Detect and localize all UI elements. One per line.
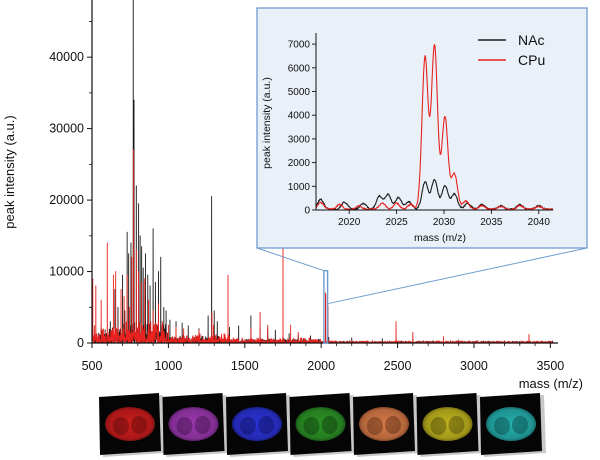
tissue-section: [105, 407, 155, 441]
legend-label-cpu: CPu: [518, 52, 545, 68]
zoom-connector-left: [256, 247, 325, 272]
main-y-tick-label: 40000: [49, 50, 84, 64]
inset-y-tick-label: 5000: [288, 87, 311, 98]
tissue-section: [359, 407, 409, 441]
tissue-image-strip: [99, 393, 546, 457]
main-x-tick-label: 2000: [307, 359, 335, 373]
tissue-image-orange: [353, 393, 419, 457]
inset-y-tick-label: 7000: [288, 40, 311, 51]
tissue-region-right: [131, 416, 147, 434]
main-y-tick-label: 10000: [49, 265, 84, 279]
inset-x-tick-label: 2020: [338, 217, 361, 228]
tissue-section: [295, 407, 346, 441]
tissue-region-left: [303, 417, 320, 435]
inset-y-tick-label: 0: [304, 206, 310, 217]
main-x-tick-label: 1500: [231, 359, 259, 373]
inset-x-tick-label: 2025: [385, 217, 408, 228]
tissue-image-yellow: [416, 393, 483, 457]
tissue-section: [168, 407, 219, 441]
inset-y-tick-label: 3000: [288, 134, 311, 145]
inset-x-axis-title: mass (m/z): [414, 232, 466, 244]
inset-y-axis-title: peak intensity (a.u.): [261, 77, 273, 169]
inset-axes: [315, 33, 553, 211]
zoom-box: [323, 269, 329, 344]
zoom-connector: [256, 247, 588, 344]
tissue-region-right: [321, 416, 338, 434]
legend-label-nac: NAc: [518, 32, 544, 48]
zoom-connector-right: [327, 247, 588, 305]
main-x-tick-label: 1000: [154, 359, 182, 373]
main-y-tick-label: 0: [77, 336, 84, 350]
tissue-image-cyan: [480, 393, 546, 457]
main-y-tick-label: 20000: [49, 193, 84, 207]
tissue-region-left: [240, 417, 256, 435]
main-tick-labels: 500 1000 1500 2000 2500 3000 35000100002000030…: [49, 50, 564, 373]
main-y-tick-label: 30000: [49, 122, 84, 136]
inset-series-cpu-line: [315, 44, 554, 211]
tissue-region-right: [512, 416, 528, 434]
main-x-tick-label: 3500: [536, 359, 564, 373]
inset-y-tick-label: 6000: [288, 63, 311, 74]
tissue-region-right: [385, 416, 401, 434]
inset-spectrum-chart: 2020 2025 2030 2035 2040 0 1000 2000 3000 4000 500…: [256, 7, 588, 249]
tissue-region-left: [176, 417, 193, 435]
inset-series-lines: [315, 44, 554, 211]
inset-x-tick-label: 2040: [528, 217, 551, 228]
tissue-region-left: [113, 417, 129, 435]
main-x-axis-title: mass (m/z): [519, 376, 583, 391]
main-y-axis-title: peak intensity (a.u.): [2, 115, 17, 228]
inset-y-tick-label: 4000: [288, 111, 311, 122]
inset-axis-ticks: [312, 43, 540, 214]
tissue-region-left: [430, 417, 447, 435]
inset-y-tick-label: 1000: [288, 182, 311, 193]
tissue-region-right: [448, 416, 465, 434]
tissue-section: [422, 407, 473, 441]
inset-tick-labels: 2020 2025 2030 2035 2040 0 1000 2000 3000 4000 500…: [288, 40, 551, 228]
tissue-section: [232, 407, 282, 441]
tissue-region-left: [367, 417, 383, 435]
main-x-tick-label: 500: [82, 359, 103, 373]
tissue-region-right: [194, 416, 211, 434]
inset-legend: NAc CPu: [478, 32, 545, 68]
inset-y-tick-label: 2000: [288, 158, 311, 169]
inset-x-tick-label: 2030: [433, 217, 456, 228]
tissue-image-magenta: [162, 393, 229, 457]
tissue-image-green: [289, 393, 356, 457]
tissue-region-right: [258, 416, 274, 434]
inset-x-tick-label: 2035: [480, 217, 503, 228]
main-spectrum-chart: 500 1000 1500 2000 2500 3000 35000100002000030…: [2, 0, 583, 391]
tissue-region-left: [494, 417, 510, 435]
main-x-tick-label: 2500: [384, 359, 412, 373]
main-x-tick-label: 3000: [460, 359, 488, 373]
tissue-section: [486, 407, 536, 441]
tissue-image-blue: [226, 393, 292, 457]
tissue-image-red: [99, 393, 165, 457]
